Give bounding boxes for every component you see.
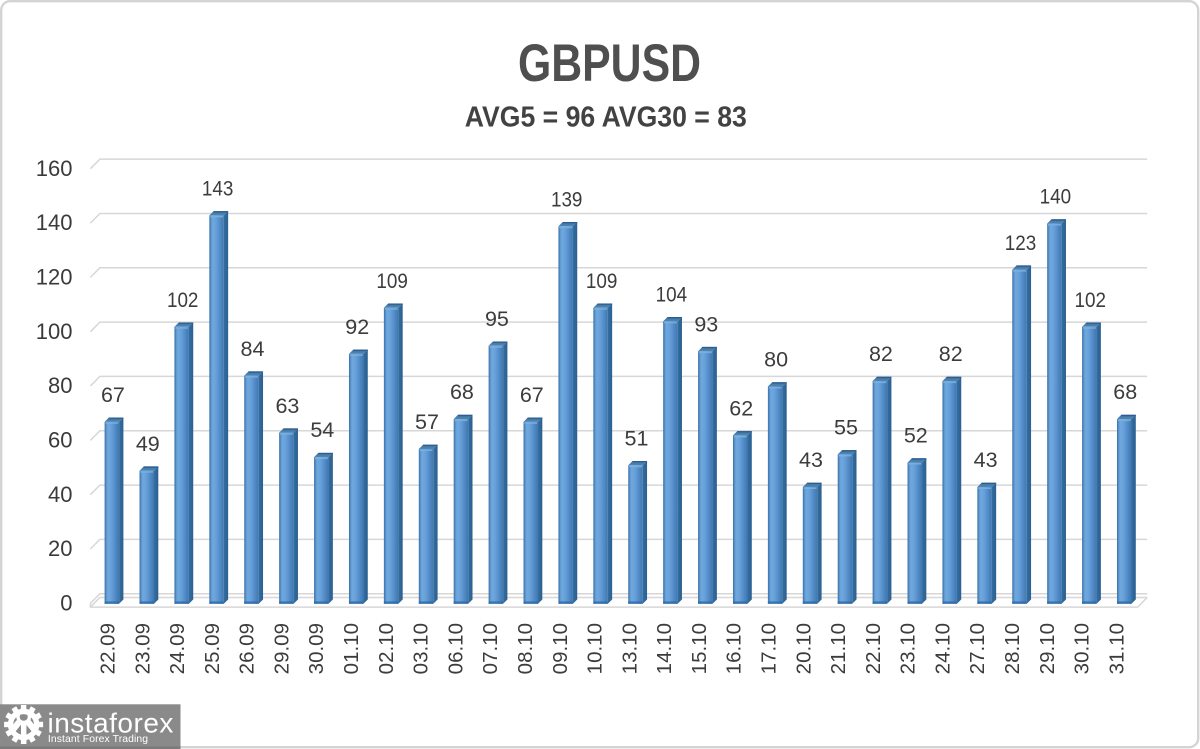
- svg-text:25.09: 25.09: [201, 623, 224, 674]
- svg-text:06.10: 06.10: [444, 623, 467, 674]
- svg-text:80: 80: [48, 373, 72, 398]
- svg-text:30.10: 30.10: [1071, 623, 1094, 674]
- svg-text:80: 80: [764, 348, 788, 372]
- svg-text:93: 93: [694, 312, 718, 336]
- svg-text:0: 0: [60, 590, 72, 615]
- svg-text:139: 139: [551, 187, 583, 211]
- svg-text:62: 62: [729, 397, 753, 421]
- svg-text:102: 102: [167, 288, 199, 312]
- svg-text:instaforex: instaforex: [48, 708, 174, 739]
- svg-text:55: 55: [834, 416, 858, 440]
- svg-text:140: 140: [36, 210, 73, 235]
- svg-text:29.09: 29.09: [271, 623, 294, 674]
- svg-text:120: 120: [36, 265, 73, 290]
- svg-text:95: 95: [485, 307, 509, 331]
- svg-text:16.10: 16.10: [723, 623, 746, 674]
- svg-text:21.10: 21.10: [827, 623, 850, 674]
- svg-text:17.10: 17.10: [758, 623, 781, 674]
- svg-text:52: 52: [904, 424, 928, 448]
- svg-text:24.09: 24.09: [166, 623, 189, 674]
- svg-text:AVG5 = 96 AVG30 = 83: AVG5 = 96 AVG30 = 83: [465, 101, 747, 133]
- svg-text:68: 68: [450, 380, 474, 404]
- svg-text:54: 54: [310, 418, 334, 442]
- svg-text:102: 102: [1075, 288, 1107, 312]
- svg-text:109: 109: [376, 269, 408, 293]
- svg-text:92: 92: [345, 315, 369, 339]
- svg-text:57: 57: [415, 410, 439, 434]
- svg-text:84: 84: [241, 337, 265, 361]
- svg-text:09.10: 09.10: [549, 623, 572, 674]
- svg-text:13.10: 13.10: [618, 623, 641, 674]
- svg-text:100: 100: [36, 319, 73, 344]
- svg-text:31.10: 31.10: [1105, 623, 1128, 674]
- svg-text:49: 49: [136, 432, 160, 456]
- svg-text:15.10: 15.10: [688, 623, 711, 674]
- svg-text:Instant Forex Trading: Instant Forex Trading: [48, 734, 148, 745]
- svg-text:123: 123: [1005, 231, 1037, 255]
- svg-text:63: 63: [275, 394, 299, 418]
- svg-text:24.10: 24.10: [932, 623, 955, 674]
- svg-text:20.10: 20.10: [792, 623, 815, 674]
- svg-text:51: 51: [625, 426, 649, 450]
- svg-text:07.10: 07.10: [479, 623, 502, 674]
- svg-text:20: 20: [48, 536, 72, 561]
- svg-text:43: 43: [799, 448, 823, 472]
- svg-text:26.09: 26.09: [236, 623, 259, 674]
- svg-text:82: 82: [939, 342, 963, 366]
- svg-text:140: 140: [1040, 185, 1072, 209]
- svg-text:43: 43: [974, 448, 998, 472]
- svg-text:22.09: 22.09: [97, 623, 120, 674]
- svg-text:01.10: 01.10: [340, 623, 363, 674]
- svg-text:67: 67: [520, 383, 544, 407]
- svg-text:82: 82: [869, 342, 893, 366]
- svg-text:104: 104: [656, 282, 688, 306]
- svg-text:67: 67: [101, 383, 125, 407]
- svg-text:GBPUSD: GBPUSD: [518, 34, 701, 93]
- svg-text:29.10: 29.10: [1036, 623, 1059, 674]
- svg-text:14.10: 14.10: [653, 623, 676, 674]
- svg-text:23.09: 23.09: [131, 623, 154, 674]
- svg-text:28.10: 28.10: [1001, 623, 1024, 674]
- svg-text:68: 68: [1113, 380, 1137, 404]
- svg-text:143: 143: [202, 177, 234, 201]
- svg-text:109: 109: [586, 269, 618, 293]
- svg-text:08.10: 08.10: [514, 623, 537, 674]
- svg-text:60: 60: [48, 427, 72, 452]
- svg-text:27.10: 27.10: [966, 623, 989, 674]
- svg-text:02.10: 02.10: [375, 623, 398, 674]
- svg-text:30.09: 30.09: [305, 623, 328, 674]
- svg-text:22.10: 22.10: [862, 623, 885, 674]
- svg-text:23.10: 23.10: [897, 623, 920, 674]
- svg-text:03.10: 03.10: [410, 623, 433, 674]
- svg-text:40: 40: [48, 482, 72, 507]
- svg-text:160: 160: [36, 156, 73, 181]
- svg-text:10.10: 10.10: [584, 623, 607, 674]
